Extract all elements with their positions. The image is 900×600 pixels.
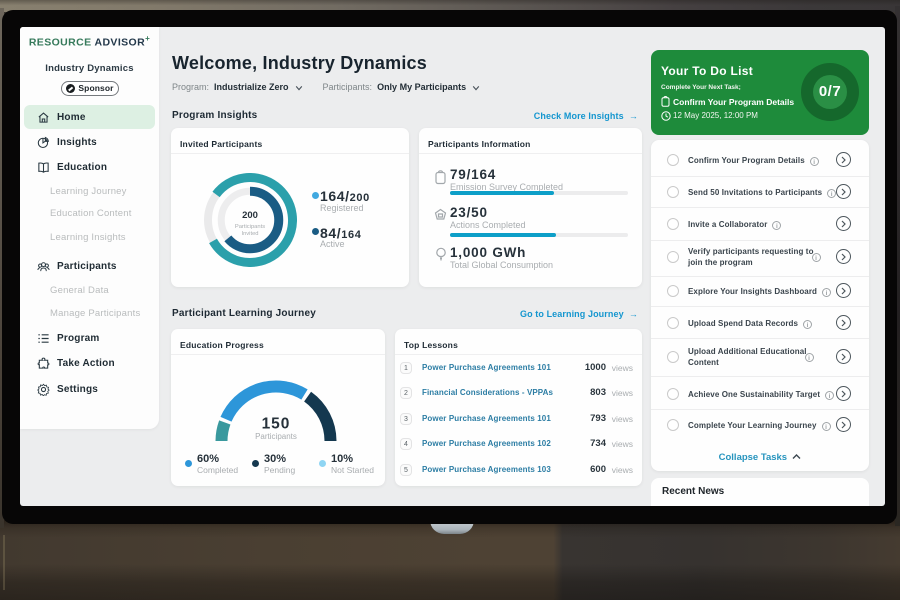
svg-text:Participants: Participants <box>235 224 265 230</box>
svg-text:Invited: Invited <box>241 231 258 237</box>
svg-text:Participants: Participants <box>255 432 297 441</box>
svg-text:200: 200 <box>242 210 258 221</box>
svg-text:150: 150 <box>262 416 291 433</box>
